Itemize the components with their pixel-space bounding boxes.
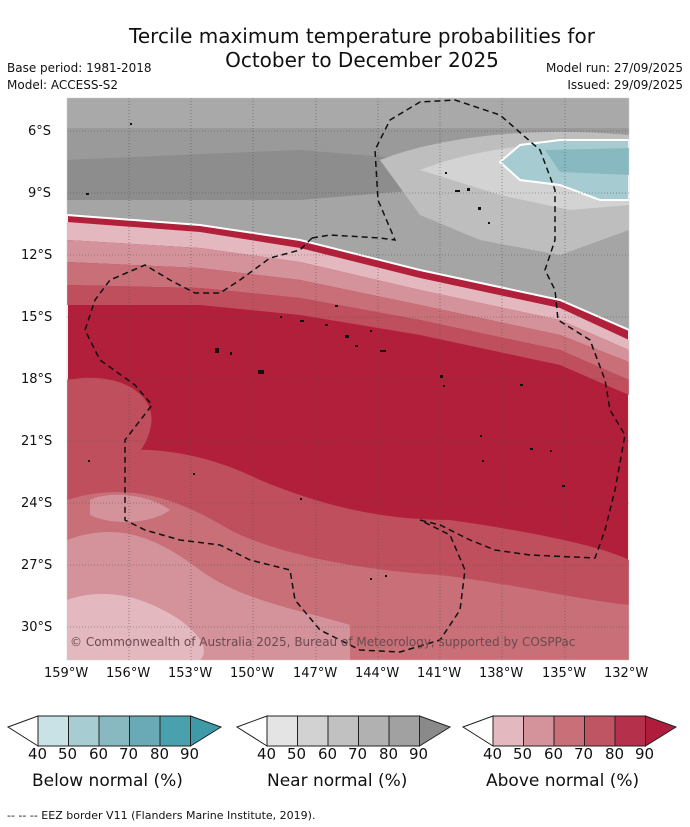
islands bbox=[86, 123, 565, 580]
lat-label-9s: 9°S bbox=[28, 186, 52, 201]
above-normal-title: Above normal (%) bbox=[486, 771, 640, 791]
title-line-2: October to December 2025 bbox=[225, 48, 499, 72]
above-normal-50-patch-small bbox=[90, 494, 170, 522]
issued-date: Issued: 29/09/2025 bbox=[567, 78, 683, 92]
near-normal-band-top bbox=[67, 98, 629, 128]
near-tick-90: 90 bbox=[409, 745, 429, 763]
lat-label-12s: 12°S bbox=[21, 248, 53, 263]
colorbars bbox=[6, 715, 678, 747]
model-run: Model run: 27/09/2025 bbox=[545, 61, 683, 75]
above-normal-70-band bbox=[67, 285, 629, 395]
above-normal-50-band bbox=[67, 240, 629, 362]
colorbar-below-seg-1 bbox=[37, 715, 69, 747]
near-tick-50: 50 bbox=[287, 745, 307, 763]
model-name: Model: ACCESS-S2 bbox=[7, 78, 119, 92]
above-tick-50: 50 bbox=[513, 745, 533, 763]
near-normal-title: Near normal (%) bbox=[267, 771, 408, 791]
above-tick-60: 60 bbox=[544, 745, 564, 763]
colorbar-above-seg-1 bbox=[492, 715, 524, 747]
map-frame bbox=[66, 97, 630, 661]
eez-footnote: -- -- -- EEZ border V11 (Flanders Marine… bbox=[7, 809, 316, 822]
lon-label-144w: 144°W bbox=[355, 666, 400, 681]
colorbar-near-seg-3 bbox=[327, 715, 359, 747]
colorbar-above-seg-6 bbox=[645, 715, 678, 747]
below-normal-title: Below normal (%) bbox=[32, 771, 183, 791]
lon-label-153w: 153°W bbox=[168, 666, 213, 681]
colorbar-above-seg-4 bbox=[584, 715, 616, 747]
copyright-notice: © Commonwealth of Australia 2025, Bureau… bbox=[70, 635, 575, 649]
colorbar-near-seg-1 bbox=[266, 715, 298, 747]
colorbar-below-seg-4 bbox=[129, 715, 161, 747]
meta-left: Base period: 1981-2018 Model: ACCESS-S2 bbox=[7, 60, 152, 94]
above-tick-80: 80 bbox=[605, 745, 625, 763]
below-normal-60-area bbox=[545, 148, 629, 175]
colorbar-near-seg-2 bbox=[297, 715, 329, 747]
near-tick-40: 40 bbox=[257, 745, 277, 763]
above-normal-40-patch bbox=[67, 593, 204, 660]
colorbar-below-seg-0 bbox=[6, 715, 39, 747]
near-tick-60: 60 bbox=[318, 745, 338, 763]
colorbar-below-seg-5 bbox=[159, 715, 191, 747]
colorbar-above bbox=[461, 715, 678, 747]
colorbar-near-seg-6 bbox=[419, 715, 452, 747]
above-normal-40-band bbox=[67, 222, 629, 350]
below-tick-90: 90 bbox=[180, 745, 200, 763]
lat-label-24s: 24°S bbox=[21, 496, 53, 511]
near-tick-70: 70 bbox=[348, 745, 368, 763]
lon-label-147w: 147°W bbox=[293, 666, 338, 681]
lon-label-132w: 132°W bbox=[604, 666, 649, 681]
below-tick-40: 40 bbox=[28, 745, 48, 763]
lat-label-30s: 30°S bbox=[21, 620, 53, 635]
below-tick-50: 50 bbox=[58, 745, 78, 763]
colorbar-below-seg-3 bbox=[98, 715, 130, 747]
below-tick-70: 70 bbox=[119, 745, 139, 763]
lat-label-18s: 18°S bbox=[21, 372, 53, 387]
lat-label-27s: 27°S bbox=[21, 558, 53, 573]
colorbar-above-seg-5 bbox=[614, 715, 646, 747]
lat-label-15s: 15°S bbox=[21, 310, 53, 325]
above-tick-70: 70 bbox=[574, 745, 594, 763]
colorbar-near bbox=[235, 715, 452, 747]
colorbar-below bbox=[6, 715, 223, 747]
lon-label-156w: 156°W bbox=[106, 666, 151, 681]
probability-map bbox=[67, 98, 629, 660]
map-title: Tercile maximum temperature probabilitie… bbox=[0, 24, 690, 72]
lon-label-159w: 159°W bbox=[44, 666, 89, 681]
near-tick-80: 80 bbox=[379, 745, 399, 763]
lat-label-6s: 6°S bbox=[28, 124, 52, 139]
colorbar-above-seg-0 bbox=[461, 715, 494, 747]
lat-label-21s: 21°S bbox=[21, 434, 53, 449]
meta-right: Model run: 27/09/2025 Issued: 29/09/2025 bbox=[546, 60, 683, 94]
lon-label-150w: 150°W bbox=[230, 666, 275, 681]
above-tick-40: 40 bbox=[483, 745, 503, 763]
above-normal-70-patch-west bbox=[67, 377, 152, 472]
colorbar-near-seg-4 bbox=[358, 715, 390, 747]
eez-border-west bbox=[84, 237, 466, 653]
eez-border-east bbox=[311, 99, 626, 559]
lon-label-141w: 141°W bbox=[417, 666, 462, 681]
title-line-1: Tercile maximum temperature probabilitie… bbox=[129, 24, 595, 48]
colorbar-near-seg-0 bbox=[235, 715, 268, 747]
colorbar-above-seg-3 bbox=[553, 715, 585, 747]
colorbar-near-seg-5 bbox=[388, 715, 420, 747]
below-tick-60: 60 bbox=[89, 745, 109, 763]
below-tick-80: 80 bbox=[150, 745, 170, 763]
lon-label-135w: 135°W bbox=[542, 666, 587, 681]
colorbar-below-seg-2 bbox=[68, 715, 100, 747]
lon-label-138w: 138°W bbox=[479, 666, 524, 681]
above-tick-90: 90 bbox=[635, 745, 655, 763]
base-period: Base period: 1981-2018 bbox=[7, 61, 152, 75]
colorbar-below-seg-6 bbox=[190, 715, 223, 747]
colorbar-above-seg-2 bbox=[523, 715, 555, 747]
